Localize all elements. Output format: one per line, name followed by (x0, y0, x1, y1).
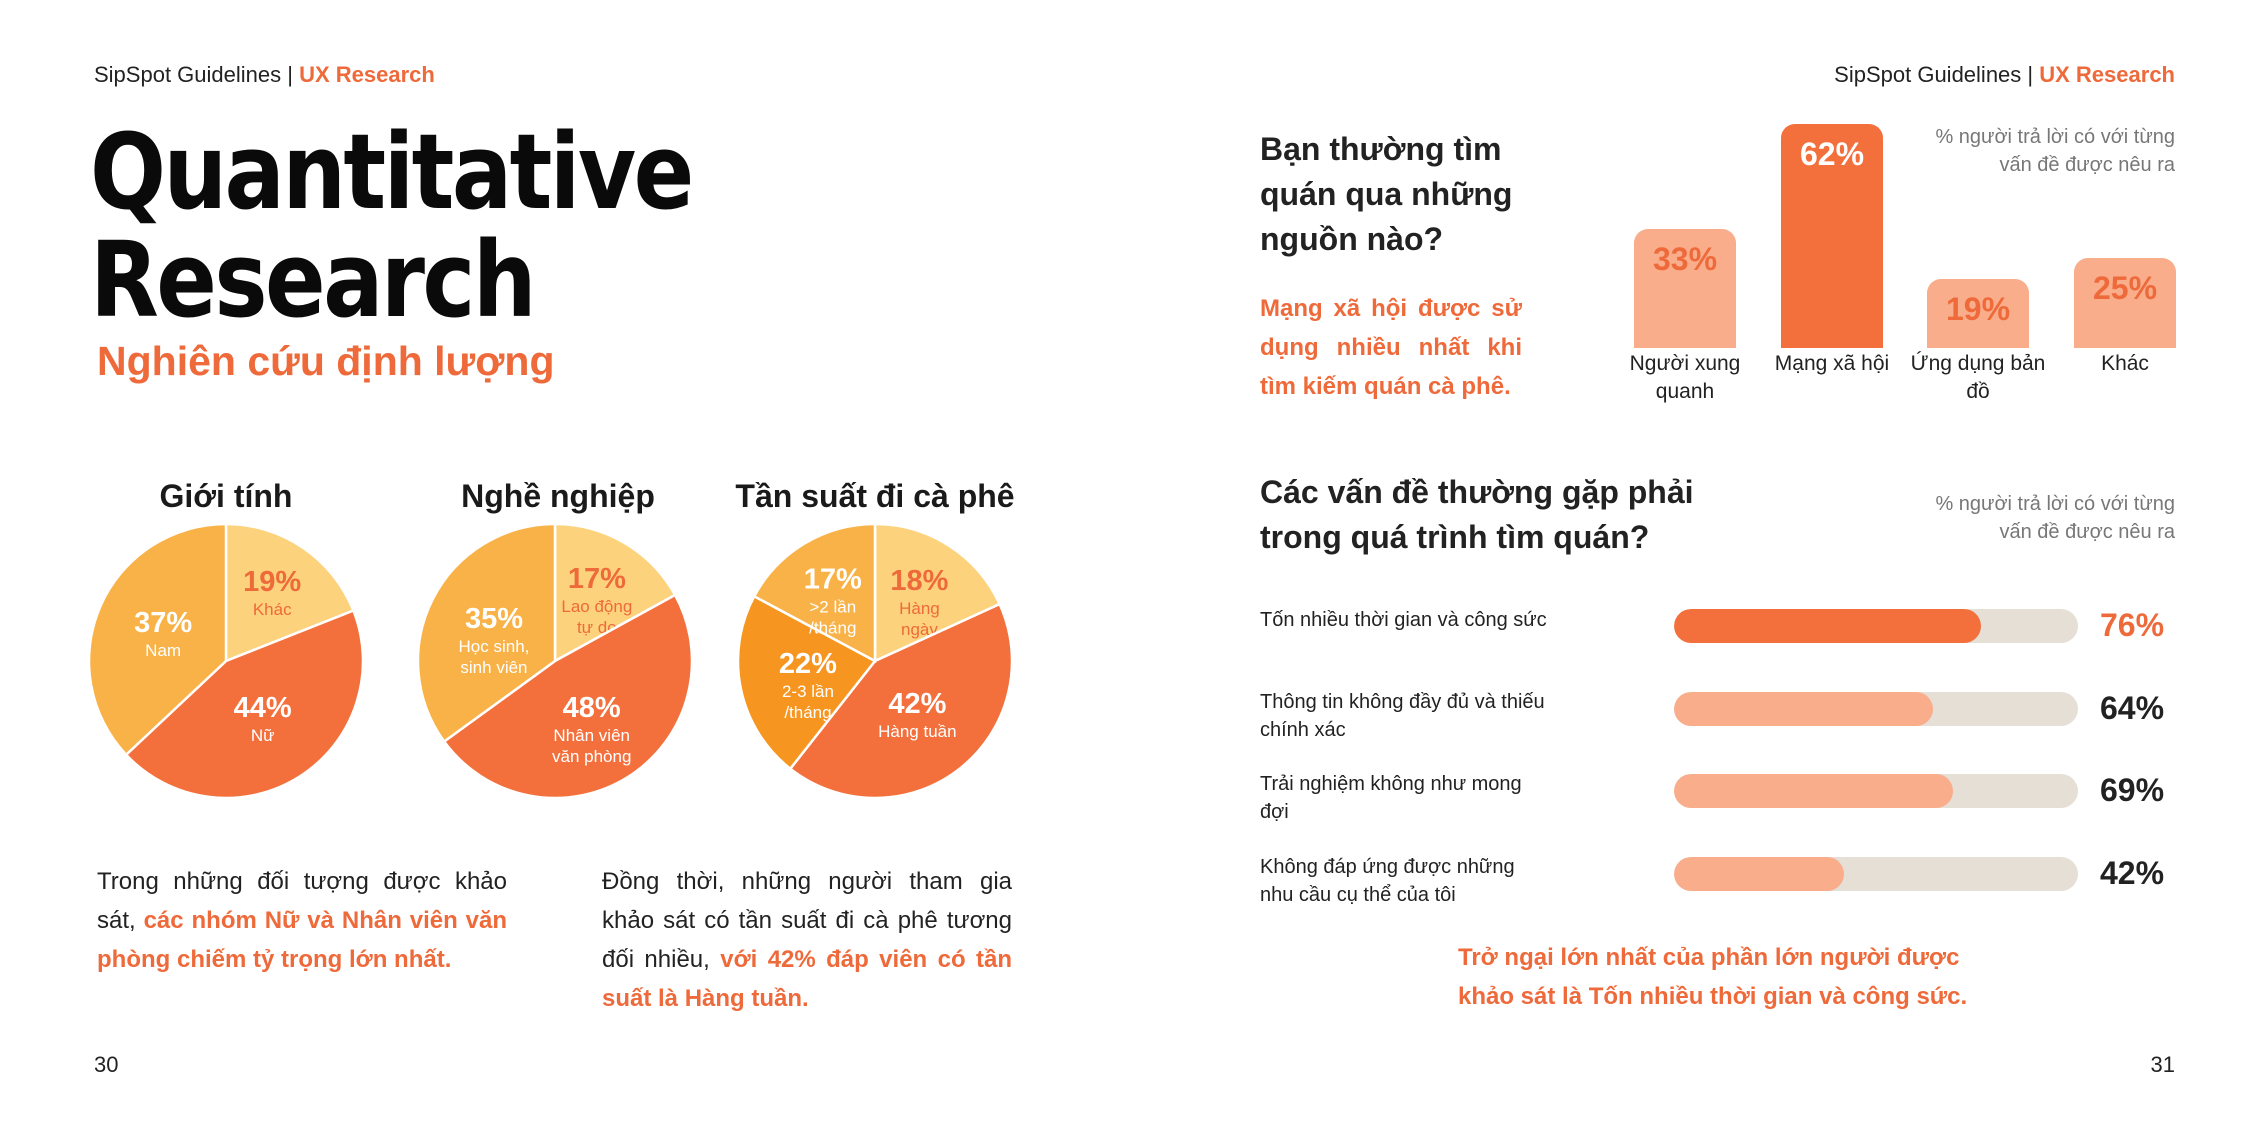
problem-bar-fill (1674, 609, 1982, 643)
problem-bar-track (1674, 692, 2078, 726)
pie-title-occupation: Nghề nghiệp (461, 478, 655, 514)
pie-slice (87, 522, 228, 757)
pie-slice (224, 522, 356, 663)
pie-slice-label: >2 lần/tháng (809, 597, 856, 637)
pie-slice-label: Hàng ngày (899, 599, 940, 639)
problem-label: Tốn nhiều thời gian và công sức (1260, 609, 1547, 631)
pie-slice-percent: 44% (234, 692, 292, 724)
pie-slice (736, 594, 877, 771)
title-line-1: Quantitative (90, 111, 694, 233)
pie-slice-percent: 19% (243, 566, 301, 598)
problem-percent: 42% (2100, 855, 2165, 891)
problem-bar-fill (1674, 774, 1953, 808)
pie-slice-percent: 17% (568, 563, 626, 595)
pie-slice-percent: 37% (134, 607, 192, 639)
problem-bar-fill (1674, 857, 1844, 891)
pie-slice-percent: 42% (888, 688, 946, 720)
bar-value-label: 25% (2092, 269, 2158, 306)
page-number-right: 31 (2150, 1052, 2175, 1077)
para1-text: Trong những đối tượng được khảo sát, (97, 868, 507, 934)
question-problems: Các vấn đề thường gặp phải trong quá trì… (1260, 474, 1694, 555)
header-brand: SipSpot Guidelines | (94, 62, 293, 87)
pie-slice (124, 608, 365, 800)
para1-highlight: các nhóm Nữ và Nhân viên văn phòng chiếm… (97, 907, 508, 973)
pie-slice-label: Học sinh, sinh viên (459, 637, 530, 677)
side-note-sources: % người trả lời có với từng vấn đề được … (1845, 123, 2175, 179)
problems-conclusion: Trở ngại lớn nhất của phần lớn người đượ… (1458, 944, 1968, 1010)
pie-slice (788, 602, 1014, 800)
pie-slice-percent: 48% (563, 692, 621, 724)
page-title: Quantitative Research (90, 118, 694, 334)
sources-insight: Mạng xã hội được sử dụng nhiều nhất khi … (1260, 295, 1522, 400)
pie-slice-percent: 22% (779, 648, 837, 680)
problem-bar-track (1674, 774, 2078, 808)
bar-category-label: Khác (2101, 352, 2149, 375)
right-header: SipSpot Guidelines | UX Research (1834, 62, 2175, 88)
bar-4: 25% (2074, 257, 2176, 348)
pie-slice-label: Nhân viên văn phòng (552, 726, 631, 766)
sources-bar-chart: 33% 62% 19% 25% (1600, 124, 2180, 348)
pie-slice (553, 522, 677, 664)
pie-slice-percent: 18% (890, 565, 948, 597)
pie-title-gender: Giới tính (159, 478, 293, 514)
pie-title-frequency: Tần suất đi cà phê (735, 478, 1015, 514)
bar-category-label: Mạng xã hội (1774, 352, 1890, 375)
side-note-line: % người trả lời có với từng (1935, 126, 2175, 148)
bar-value-label: 19% (1945, 291, 2011, 328)
pie-slice (873, 522, 1002, 663)
bar-3: 19% (1927, 279, 2029, 348)
bar-2: 62% (1781, 124, 1883, 348)
bar-1: 33% (1634, 228, 1736, 348)
bar-value-label: 62% (1799, 136, 1865, 172)
problem-label: Không đáp ứng được những nhu cầu cụ thể … (1260, 856, 1515, 906)
question-sources: Bạn thường tìm quán qua những nguồn nào? (1260, 131, 1513, 257)
pie-slice-label: Nam (145, 641, 181, 660)
problem-bar-track (1674, 857, 2078, 891)
header-brand: SipSpot Guidelines | (1834, 62, 2034, 87)
pie-slice (442, 593, 694, 800)
problem-label: Thông tin không đầy đủ và thiếu chính xá… (1260, 691, 1545, 741)
side-note-line: vấn đề được nêu ra (1999, 154, 2176, 176)
pie-slice-percent: 17% (804, 563, 862, 595)
side-note-problems: % người trả lời có với từng vấn đề được … (1845, 490, 2175, 546)
problem-label: Trải nghiệm không như mong đợi (1260, 773, 1522, 823)
problem-bar-fill (1674, 692, 1933, 726)
pie-slice-percent: 35% (465, 603, 523, 635)
header-section: UX Research (2039, 62, 2175, 87)
left-header: SipSpot Guidelines | UX Research (94, 62, 435, 88)
side-note-line: % người trả lời có với từng (1935, 493, 2175, 515)
bar-category-label: Người xung quanh (1629, 352, 1741, 403)
page-number-left: 30 (94, 1052, 119, 1077)
page-subtitle: Nghiên cứu định lượng (97, 338, 555, 384)
frequency-paragraph: Đồng thời, những người tham gia khảo sát… (602, 862, 1012, 1018)
bar-value-label: 33% (1652, 240, 1718, 277)
problem-percent: 76% (2100, 607, 2165, 643)
pie-slice-label: 2-3 lần/tháng (782, 682, 834, 722)
problem-percent: 64% (2100, 690, 2165, 726)
pie-slice-label: Nữ (251, 726, 275, 745)
para2-highlight: với 42% đáp viên có tần suất là Hàng tuầ… (602, 946, 1012, 1012)
pie-slice-label: Khác (253, 600, 292, 619)
pie-slice-label: Hàng tuần (878, 722, 956, 741)
para2-text: Đồng thời, những người tham gia khảo sát… (602, 868, 1012, 973)
problem-percent: 69% (2100, 772, 2165, 808)
side-note-line: vấn đề được nêu ra (1999, 521, 2176, 543)
gender-occupation-paragraph: Trong những đối tượng được khảo sát, các… (97, 862, 507, 979)
problem-bar-track (1674, 609, 2078, 643)
header-section: UX Research (299, 62, 435, 87)
title-line-2: Research (90, 219, 537, 341)
pie-slice (752, 522, 877, 664)
bar-category-label: Ứng dụng bản đồ (1910, 352, 2046, 403)
pie-slice (416, 522, 557, 744)
